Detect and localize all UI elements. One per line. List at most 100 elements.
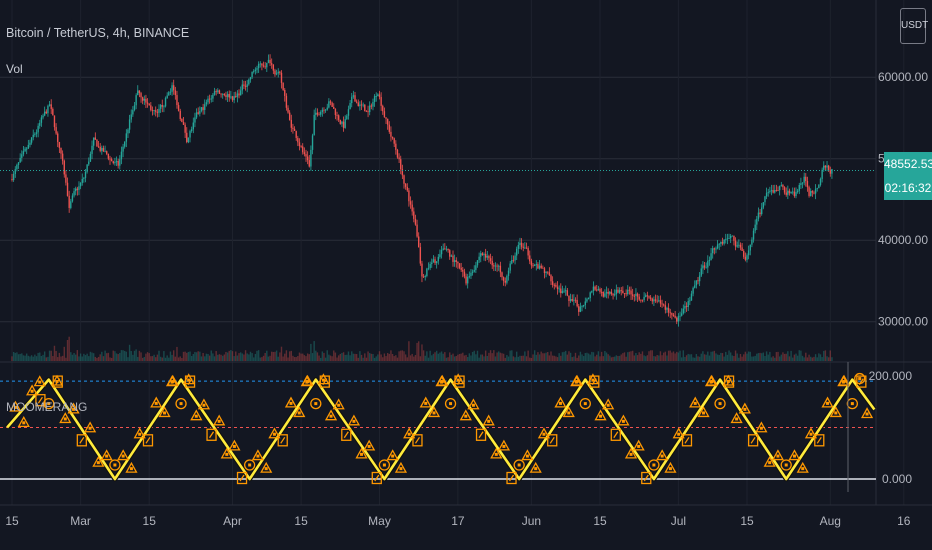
signal-marker (251, 449, 265, 461)
candle-body (316, 112, 319, 115)
triangle-marker-dot (432, 411, 436, 415)
signal-marker (243, 459, 256, 471)
candle-body (292, 127, 294, 129)
volume-bar (19, 353, 21, 361)
triangle-marker-dot (660, 454, 664, 458)
symbol-title[interactable]: Bitcoin / TetherUS, 4h, BINANCE (6, 26, 190, 40)
volume-bar (222, 355, 224, 361)
volume-bar (685, 355, 688, 361)
candle-body (511, 260, 513, 264)
volume-bar (84, 355, 87, 361)
candle-body (84, 171, 87, 178)
volume-bar (403, 351, 405, 361)
triangle-marker-dot (256, 454, 260, 458)
candle-body (99, 146, 101, 151)
volume-bar (40, 355, 43, 361)
candle-body (48, 104, 51, 106)
volume-bar (153, 354, 155, 361)
candle-body (733, 235, 735, 241)
candle-body (757, 212, 760, 219)
volume-bar (805, 352, 807, 361)
candle-body (141, 97, 144, 101)
candle-body (568, 295, 570, 302)
box-marker-icon (371, 471, 382, 485)
volume-bar (821, 357, 823, 361)
price-candles[interactable] (11, 54, 833, 327)
candle-body (411, 204, 413, 212)
triangle-marker-icon (624, 447, 638, 459)
candle-body (264, 66, 266, 68)
triangle-marker-dot (352, 419, 356, 423)
candle-body (114, 162, 116, 164)
volume-bar (623, 352, 626, 361)
candle-body (43, 111, 46, 116)
candle-body (498, 265, 500, 267)
volume-bar (473, 350, 475, 361)
triangle-marker-dot (154, 401, 158, 405)
signal-marker (310, 397, 322, 410)
circle-marker-dot (47, 402, 51, 406)
candle-body (171, 85, 173, 92)
volume-bar (422, 350, 425, 361)
volume-bar (599, 356, 601, 361)
volume-bar (669, 350, 671, 361)
volume-bar (321, 351, 324, 361)
volume-bar (643, 355, 645, 361)
volume-bar (762, 352, 765, 361)
candle-body (200, 107, 203, 112)
currency-button[interactable]: USDT (900, 8, 928, 44)
volume-bar (334, 352, 337, 361)
volume-bar (663, 352, 665, 361)
signal-marker (452, 373, 465, 385)
box-marker-icon (142, 434, 154, 447)
candle-body (538, 265, 541, 269)
signal-marker (497, 439, 511, 451)
volume-bar (597, 351, 600, 361)
candle-body (21, 154, 23, 158)
indicator-label[interactable]: MOOMERANG (6, 400, 88, 414)
candle-body (713, 248, 716, 250)
candle-body (207, 98, 209, 103)
volume-bar (96, 357, 98, 361)
candle-body (231, 96, 234, 101)
candle-body (645, 295, 647, 297)
box-marker-slash (374, 474, 380, 482)
candle-body (57, 133, 59, 142)
triangle-marker-icon (435, 375, 448, 387)
candle-body (40, 117, 43, 123)
signal-marker (444, 397, 457, 410)
volume-bar (772, 356, 774, 361)
candle-body (494, 265, 497, 267)
volume-bar (751, 356, 753, 361)
candle-body (357, 102, 359, 107)
volume-bar (827, 357, 830, 361)
circle-marker-dot (517, 463, 521, 467)
signal-marker (738, 402, 751, 414)
candle-body (543, 268, 546, 274)
candle-body (298, 142, 301, 147)
candle-body (574, 299, 577, 301)
volume-bar (65, 357, 67, 361)
volume-bar (504, 357, 506, 361)
volume-bar (166, 355, 168, 361)
candle-body (705, 267, 707, 269)
volume-label[interactable]: Vol (6, 62, 23, 76)
candle-body (14, 169, 16, 174)
oscillator-pane[interactable] (0, 372, 877, 485)
candle-body (202, 107, 204, 110)
candle-body (787, 190, 789, 195)
volume-bar (453, 356, 456, 361)
candle-body (496, 265, 498, 267)
candle-body (16, 164, 18, 170)
circle-marker-icon (846, 397, 858, 410)
volume-bar (271, 351, 273, 361)
volume-bar (814, 354, 817, 361)
circle-marker-icon (648, 459, 660, 471)
signal-marker (332, 398, 345, 410)
candle-body (765, 192, 768, 197)
volume-bar (169, 351, 172, 361)
time-axis[interactable]: 15 Mar 15 Apr 15 May 17 Jun 15 Jul 15 Aug 16 (5, 514, 910, 528)
volume-bar (189, 351, 191, 361)
candle-body (725, 239, 727, 240)
